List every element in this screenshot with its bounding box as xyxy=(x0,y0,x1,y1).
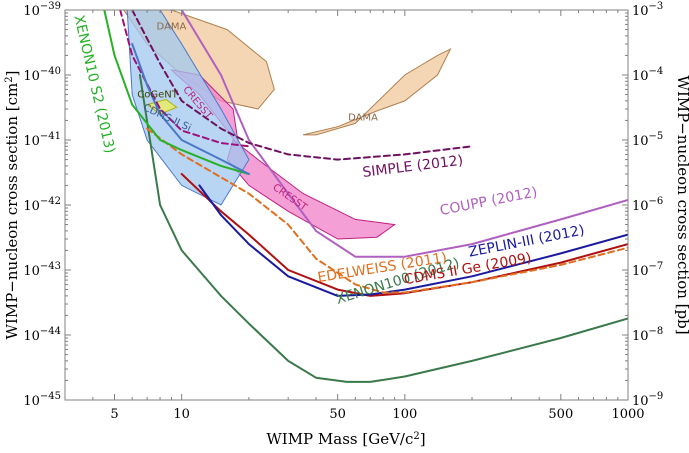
curve-coupp-2012-4 xyxy=(180,10,628,258)
axis-ticks: 5 10 50 100 500 100010−4510−4410−4310−4210−41… xyxy=(23,1,663,422)
x-tick-label-50: 50 xyxy=(329,407,346,422)
curve-cdms-ii-si-bound-8 xyxy=(131,43,250,175)
x-tick-label-100: 100 xyxy=(392,407,417,422)
y-tick-label-left: 10−41 xyxy=(23,131,61,149)
exclusion-curves xyxy=(103,10,628,383)
y-tick-label-right: 10−6 xyxy=(632,196,663,214)
y-tick-label-right: 10−4 xyxy=(632,66,663,84)
x-axis-title: WIMP Mass [GeV/c2] xyxy=(266,430,425,448)
y-tick-label-right: 10−5 xyxy=(632,131,663,149)
y-axis-title-left: WIMP−nucleon cross section [cm2] xyxy=(3,71,21,340)
y-tick-label-right: 10−9 xyxy=(632,391,663,409)
x-tick-label-500: 500 xyxy=(548,407,573,422)
y-tick-label-left: 10−45 xyxy=(23,391,61,409)
y-tick-label-left: 10−42 xyxy=(23,196,61,214)
curve-zeplin-iii-2012-2 xyxy=(198,184,628,297)
region-dama-1 xyxy=(302,48,452,136)
y-tick-label-left: 10−40 xyxy=(23,66,61,84)
x-tick-label-10: 10 xyxy=(173,407,190,422)
curve-xenon10-s2-2013-7 xyxy=(103,10,250,175)
curve-xenon100-2012-0 xyxy=(138,74,628,383)
curve-cdms-ii-ge-2009-1 xyxy=(180,173,628,297)
y-tick-label-left: 10−39 xyxy=(23,1,61,19)
y-tick-label-left: 10−43 xyxy=(23,261,61,279)
curve-label-coupp-2012: COUPP (2012) xyxy=(439,184,539,219)
curve-simple-2012-6 xyxy=(119,10,250,148)
y-tick-label-left: 10−44 xyxy=(23,326,61,344)
x-tick-label-1000: 1000 xyxy=(611,407,644,422)
curve-edelweiss-2011-3 xyxy=(146,127,628,294)
y-tick-label-right: 10−8 xyxy=(632,326,663,344)
y-tick-label-right: 10−3 xyxy=(632,1,663,19)
y-tick-label-right: 10−7 xyxy=(632,261,663,279)
y-axis-title-right: WIMP−nucleon cross section [pb] xyxy=(674,75,689,334)
x-tick-label-5: 5 xyxy=(110,407,118,422)
region-label-dama-0: DAMA xyxy=(157,22,187,33)
curve-simple-2012-5 xyxy=(131,10,473,161)
region-label-dama-1: DAMA xyxy=(348,112,378,123)
region-label-cogent-5: CoGeNT xyxy=(137,90,178,101)
